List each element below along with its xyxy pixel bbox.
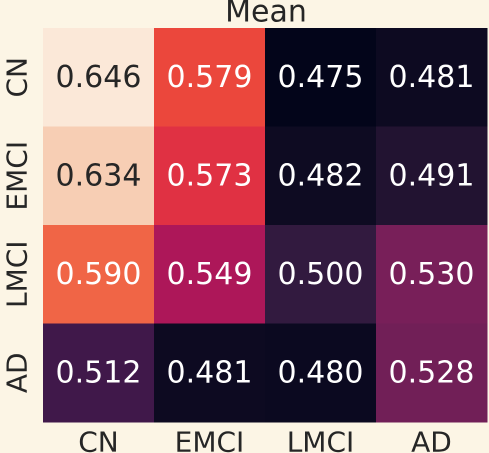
y-axis-ticks: CN EMCI LMCI AD bbox=[1, 57, 34, 393]
cell-value-label: 0.481 bbox=[167, 355, 253, 390]
cell-value-label: 0.528 bbox=[389, 355, 475, 390]
cell-value-label: 0.480 bbox=[278, 355, 364, 390]
cell-value-label: 0.646 bbox=[56, 60, 142, 95]
y-tick-label: CN bbox=[1, 57, 34, 98]
cell-value-label: 0.549 bbox=[167, 257, 253, 292]
x-tick-label: EMCI bbox=[175, 426, 245, 453]
y-tick-label: AD bbox=[1, 352, 34, 393]
x-axis-ticks: CN EMCI LMCI AD bbox=[78, 426, 452, 453]
heatmap-cell-emci-cn bbox=[43, 126, 155, 226]
heatmap-cell-lmci-lmci bbox=[265, 225, 377, 324]
cell-value-label: 0.573 bbox=[167, 158, 253, 193]
cell-value-label: 0.482 bbox=[278, 158, 364, 193]
heatmap-cell-lmci-cn bbox=[43, 225, 155, 324]
x-tick-label: AD bbox=[411, 426, 452, 453]
heatmap-cell-ad-emci bbox=[154, 323, 266, 423]
heatmap-cell-cn-cn bbox=[43, 28, 155, 127]
cell-value-label: 0.491 bbox=[389, 158, 475, 193]
x-tick-label: CN bbox=[78, 426, 119, 453]
cell-value-label: 0.475 bbox=[278, 60, 364, 95]
cell-value-label: 0.590 bbox=[56, 257, 142, 292]
heatmap-cell-cn-ad bbox=[376, 28, 488, 127]
heatmap-cell-emci-emci bbox=[154, 126, 266, 226]
heatmap-cell-ad-lmci bbox=[265, 323, 377, 423]
heatmap-cell-emci-lmci bbox=[265, 126, 377, 226]
y-tick-label: LMCI bbox=[1, 240, 34, 308]
heatmap-cells: 0.646 0.579 0.475 0.481 0.634 0.573 0.482 0.491… bbox=[43, 28, 488, 423]
chart-title: Mean bbox=[225, 0, 307, 30]
cell-value-label: 0.500 bbox=[278, 257, 364, 292]
cell-value-label: 0.481 bbox=[389, 60, 475, 95]
y-tick-label: EMCI bbox=[1, 141, 34, 211]
heatmap-cell-lmci-emci bbox=[154, 225, 266, 324]
heatmap-cell-ad-cn bbox=[43, 323, 155, 423]
heatmap-cell-lmci-ad bbox=[376, 225, 488, 324]
cell-value-label: 0.512 bbox=[56, 355, 142, 390]
cell-value-label: 0.634 bbox=[56, 158, 142, 193]
heatmap-cell-emci-ad bbox=[376, 126, 488, 226]
heatmap-cell-cn-emci bbox=[154, 28, 266, 127]
x-tick-label: LMCI bbox=[287, 426, 355, 453]
heatmap-cell-cn-lmci bbox=[265, 28, 377, 127]
cell-value-label: 0.530 bbox=[389, 257, 475, 292]
heatmap-cell-ad-ad bbox=[376, 323, 488, 423]
cell-value-label: 0.579 bbox=[167, 60, 253, 95]
